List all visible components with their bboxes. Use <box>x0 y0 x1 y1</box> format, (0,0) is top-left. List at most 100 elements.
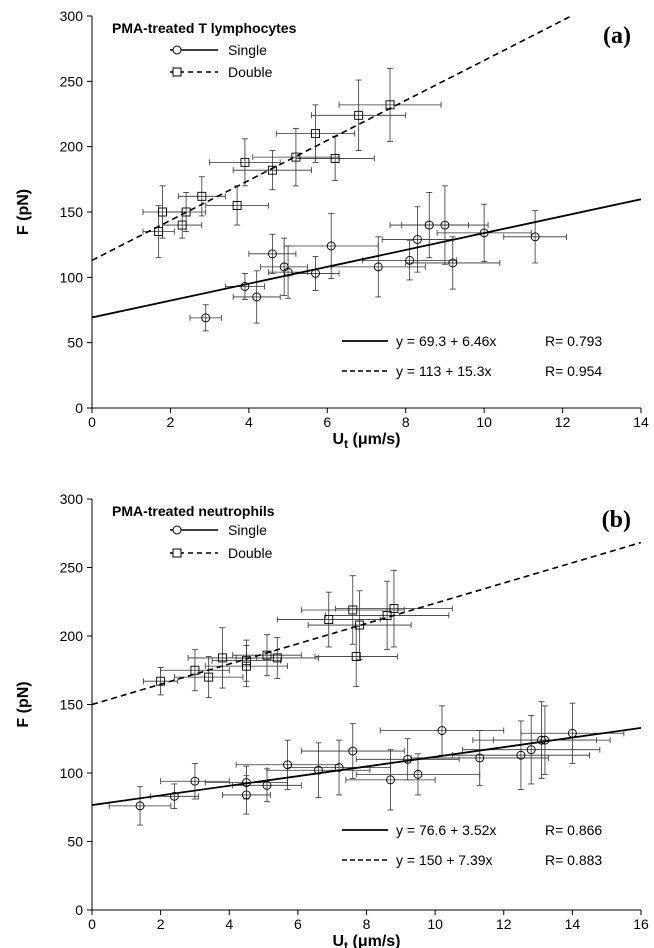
data-point-double <box>330 153 340 163</box>
data-point-single <box>540 735 550 745</box>
x-axis-label-main: U <box>332 431 344 448</box>
y-tick-label: 300 <box>60 491 84 507</box>
x-axis-label: Ut (μm/s) <box>332 933 400 948</box>
x-axis-label-unit: (μm/s) <box>348 431 400 448</box>
data-point-single <box>403 754 413 764</box>
data-point-single <box>526 745 536 755</box>
data-point-double <box>177 220 187 230</box>
data-point-single <box>241 790 251 800</box>
data-point-single <box>169 791 179 801</box>
x-tick-label: 10 <box>476 414 492 430</box>
data-point-double <box>181 207 191 217</box>
x-tick-label: 0 <box>88 916 96 932</box>
x-axis-label-sub: t <box>344 437 348 451</box>
x-tick-label: 6 <box>323 414 331 430</box>
legend-label-single: Single <box>228 42 267 58</box>
y-tick-label: 200 <box>60 628 84 644</box>
x-tick-label: 2 <box>157 916 165 932</box>
x-tick-label: 6 <box>294 916 302 932</box>
x-tick-label: 12 <box>496 916 512 932</box>
fit-equation-single: y = 76.6 + 3.52x <box>396 822 496 838</box>
data-point-double <box>385 100 395 110</box>
y-tick-label: 50 <box>67 335 83 351</box>
y-tick-label: 150 <box>60 204 84 220</box>
data-point-double <box>272 653 282 663</box>
series-double <box>92 16 574 262</box>
data-point-single <box>475 753 485 763</box>
x-axis-label-sub: t <box>344 939 348 948</box>
fit-equation-double: y = 113 + 15.3x <box>396 363 491 379</box>
x-tick-label: 0 <box>88 414 96 430</box>
legend-label-double: Double <box>228 545 273 561</box>
legend-marker-double <box>172 67 182 77</box>
data-point-double <box>241 661 251 671</box>
data-point-double <box>324 615 334 625</box>
legend-label-double: Double <box>228 64 273 80</box>
data-point-single <box>413 234 422 244</box>
data-point-double <box>351 652 361 662</box>
y-axis-label: F (pN) <box>15 189 32 235</box>
data-point-single <box>201 313 211 323</box>
data-point-single <box>262 780 272 790</box>
data-point-double <box>241 656 251 666</box>
fit-equation-double: y = 150 + 7.39x <box>396 852 493 868</box>
data-point-single <box>283 267 293 277</box>
y-tick-label: 100 <box>60 269 84 285</box>
legend-marker-double <box>172 548 182 558</box>
panel-label: (a) <box>603 23 631 49</box>
data-point-single <box>311 268 320 278</box>
fit-line-double <box>92 541 641 706</box>
data-point-single <box>567 728 577 738</box>
data-point-single <box>386 775 395 785</box>
fit-r-double: R= 0.954 <box>545 363 602 379</box>
data-point-single <box>190 776 200 786</box>
data-point-single <box>267 249 277 259</box>
data-point-double <box>204 672 214 682</box>
y-tick-label: 250 <box>60 560 84 576</box>
chart-title: PMA-treated T lymphocytes <box>112 20 297 36</box>
chart-panel-a: 0 50 100 150 200 250 300 0 2 4 6 8 10 12 14 PMA-treate… <box>15 8 649 451</box>
data-point-double <box>267 165 277 175</box>
data-point-single <box>334 763 344 772</box>
data-point-double <box>354 110 364 120</box>
data-point-double <box>291 152 301 162</box>
data-point-single <box>373 262 383 272</box>
x-axis-label-unit: (μm/s) <box>348 933 400 948</box>
y-tick-label: 200 <box>60 139 84 155</box>
data-point-single <box>252 292 262 302</box>
y-tick-label: 0 <box>75 400 83 416</box>
x-tick-label: 14 <box>633 414 649 430</box>
y-tick-label: 250 <box>60 73 84 89</box>
data-point-single <box>413 769 423 779</box>
data-point-single <box>240 282 250 291</box>
series-single <box>92 701 641 826</box>
x-tick-label: 4 <box>245 414 253 430</box>
x-tick-label: 8 <box>402 414 410 430</box>
fit-r-double: R= 0.883 <box>545 852 602 868</box>
data-point-double <box>348 605 358 615</box>
y-tick-label: 50 <box>67 834 83 850</box>
x-tick-label: 4 <box>225 916 233 932</box>
plot-area: 0 50 100 150 200 250 300 0 2 4 6 8 10 12 14 16 <box>60 491 649 932</box>
legend-label-single: Single <box>228 522 267 538</box>
x-tick-label: 12 <box>555 414 571 430</box>
panel-label: (b) <box>602 507 631 533</box>
data-point-double <box>156 676 166 686</box>
fit-line-double <box>92 16 574 262</box>
data-point-double <box>311 129 320 139</box>
data-point-double <box>158 207 168 217</box>
y-tick-label: 300 <box>60 8 84 24</box>
data-point-single <box>326 241 336 251</box>
data-point-single <box>440 220 450 230</box>
fit-line-single <box>92 727 641 806</box>
legend-marker-single <box>172 525 182 535</box>
fit-r-single: R= 0.866 <box>545 822 602 838</box>
series-single <box>92 185 641 332</box>
data-point-single <box>424 220 434 230</box>
data-point-single <box>448 258 458 268</box>
fit-equation-single: y = 69.3 + 6.46x <box>396 333 496 349</box>
data-point-single <box>314 765 323 775</box>
x-tick-label: 10 <box>427 916 443 932</box>
data-point-single <box>135 801 145 811</box>
legend-marker-single <box>172 45 182 55</box>
